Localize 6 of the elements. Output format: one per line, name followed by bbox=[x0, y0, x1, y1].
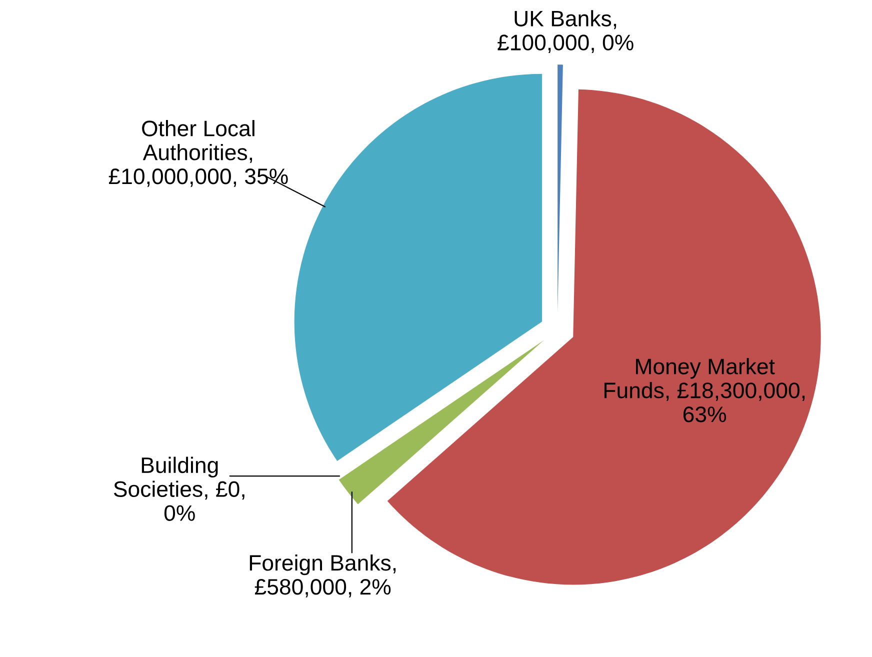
text: 0% bbox=[164, 505, 195, 521]
slice-label: Money Market Funds, £18,300,000, 63% bbox=[604, 358, 805, 422]
category-label: Building Societies, £0, bbox=[114, 456, 244, 500]
slice-label: Foreign Banks, £580,000, 2% bbox=[250, 554, 396, 598]
slice-label: UK Banks, £100,000, 0% bbox=[498, 10, 634, 54]
slice-label: Other Local Authorities, £10,000,000, 35% bbox=[108, 120, 288, 187]
